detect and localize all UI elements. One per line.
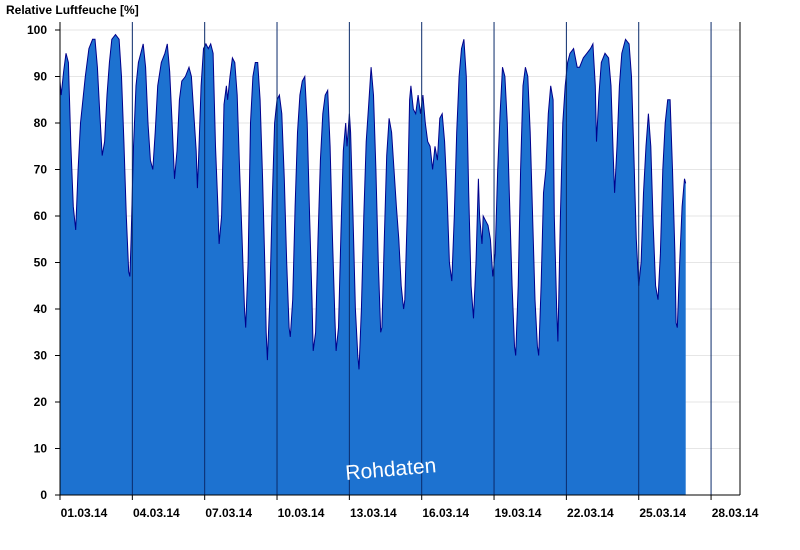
plot-area — [59, 33, 687, 495]
x-tick-label: 19.03.14 — [495, 506, 542, 520]
y-tick-label: 80 — [34, 116, 48, 130]
y-tick-label: 90 — [34, 70, 48, 84]
x-tick-label: 07.03.14 — [205, 506, 252, 520]
day-markers — [131, 22, 712, 495]
x-ticks: 01.03.14 04.03.14 07.03.14 10.03.14 13.03.14… — [59, 495, 759, 520]
y-axis-label: Relative Luftfeuche [%] — [6, 3, 139, 17]
x-tick-label: 13.03.14 — [350, 506, 397, 520]
y-tick-label: 60 — [34, 209, 48, 223]
y-tick-label: 50 — [34, 256, 48, 270]
y-tick-label: 20 — [34, 395, 48, 409]
y-tick-label: 30 — [34, 349, 48, 363]
y-tick-label: 100 — [27, 23, 47, 37]
x-tick-label: 22.03.14 — [567, 506, 614, 520]
series-line — [59, 33, 687, 370]
x-tick-label: 25.03.14 — [639, 506, 686, 520]
x-tick-label: 16.03.14 — [422, 506, 469, 520]
series-area-fill — [60, 34, 686, 495]
x-tick-label: 04.03.14 — [133, 506, 180, 520]
axes — [59, 22, 741, 496]
x-tick-label: 28.03.14 — [712, 506, 759, 520]
x-tick-label: 01.03.14 — [61, 506, 108, 520]
y-tick-label: 40 — [34, 302, 48, 316]
y-tick-label: 70 — [34, 163, 48, 177]
x-tick-label: 10.03.14 — [278, 506, 325, 520]
y-tick-label: 0 — [40, 488, 47, 502]
y-tick-label: 10 — [34, 442, 48, 456]
y-axis-title: Relative Luftfeuche [%] — [6, 3, 139, 17]
y-ticks: 0 10 20 30 40 50 60 70 80 90 100 — [27, 23, 60, 502]
